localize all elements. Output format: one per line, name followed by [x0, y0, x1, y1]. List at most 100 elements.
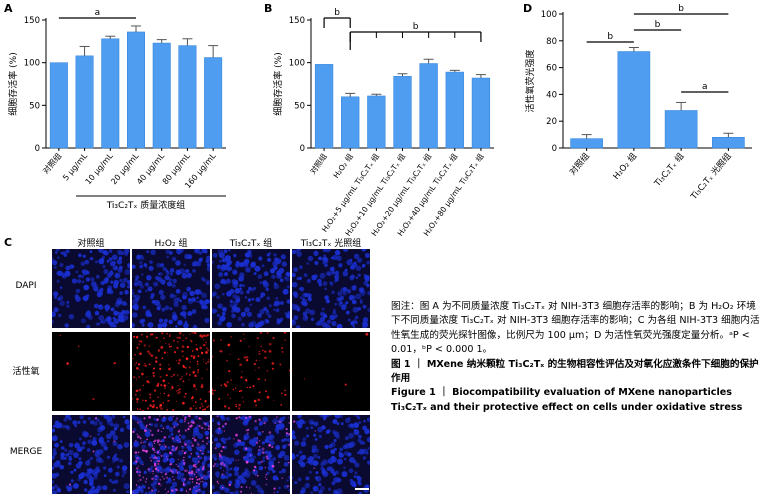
ros-signal [271, 464, 275, 468]
ros-signal [183, 395, 186, 398]
nucleus [285, 271, 290, 277]
ros-signal [184, 429, 187, 432]
ros-signal [194, 473, 196, 475]
ros-signal [135, 440, 137, 442]
ros-signal [253, 362, 256, 366]
nucleus [334, 447, 337, 451]
nucleus [176, 475, 182, 480]
ros-signal [199, 398, 202, 400]
nucleus [108, 249, 113, 253]
nucleus [156, 465, 162, 471]
nucleus [105, 308, 109, 312]
ros-signal [256, 474, 259, 477]
ros-signal [200, 426, 204, 430]
nucleus [318, 256, 322, 261]
nucleus [132, 298, 139, 305]
nucleus [310, 317, 315, 321]
ros-signal [263, 422, 266, 425]
micrograph-tile [132, 415, 210, 494]
ros-signal [202, 405, 204, 408]
ros-signal [92, 397, 95, 401]
nucleus [204, 456, 209, 461]
nucleus [228, 473, 232, 477]
nucleus [132, 264, 136, 269]
nucleus [89, 250, 93, 253]
nucleus [63, 417, 68, 422]
nucleus [85, 311, 92, 318]
nucleus [330, 455, 336, 461]
ros-signal [200, 351, 204, 355]
ros-signal [248, 415, 251, 418]
nucleus [103, 269, 109, 274]
nucleus [257, 313, 262, 318]
nucleus [156, 263, 161, 268]
ros-signal [149, 423, 151, 426]
ros-signal [180, 489, 183, 492]
nucleus [80, 318, 86, 324]
ros-signal [160, 440, 162, 443]
ros-signal [160, 484, 162, 487]
nucleus [107, 287, 112, 292]
ros-signal [150, 431, 152, 433]
ros-signal [206, 442, 208, 445]
nucleus [126, 424, 130, 430]
nucleus [106, 419, 113, 425]
ros-signal [157, 462, 160, 465]
ros-signal [155, 356, 158, 359]
significance-label: b [334, 8, 340, 18]
nucleus [366, 417, 370, 422]
nucleus [64, 448, 68, 452]
x-axis-title: Ti₃C₂Tₓ 质量浓度组 [106, 199, 186, 211]
ros-signal [152, 406, 154, 408]
nucleus [246, 311, 253, 317]
micrograph-row-label: DAPI [15, 281, 37, 291]
ros-signal [145, 450, 147, 453]
nucleus [222, 292, 225, 296]
nucleus [244, 468, 249, 473]
nucleus [212, 453, 217, 459]
nucleus [292, 249, 296, 255]
ros-signal [159, 403, 163, 407]
nucleus [181, 434, 186, 440]
nucleus [357, 273, 361, 277]
ros-signal [184, 416, 187, 419]
nucleus [103, 415, 110, 420]
nucleus [179, 249, 184, 253]
nucleus [305, 308, 311, 314]
nucleus [288, 475, 290, 479]
nucleus [75, 463, 82, 469]
ros-image [212, 332, 290, 411]
nucleus [307, 255, 314, 262]
ros-signal [165, 342, 167, 344]
nucleus [117, 268, 123, 273]
nucleus [103, 466, 107, 470]
nucleus [350, 264, 356, 270]
nucleus [113, 479, 119, 484]
ros-signal [195, 344, 197, 346]
ros-signal [135, 335, 139, 339]
nucleus [221, 264, 226, 270]
nucleus [306, 293, 312, 298]
ros-signal [257, 366, 260, 369]
nucleus [226, 259, 232, 266]
ros-signal [194, 463, 197, 466]
nucleus [154, 423, 159, 428]
nucleus [227, 268, 231, 272]
nucleus [183, 263, 186, 267]
nucleus [241, 415, 247, 421]
ros-signal [176, 439, 179, 442]
ros-signal [216, 480, 219, 483]
ros-signal [183, 442, 185, 444]
ros-signal [258, 440, 261, 442]
ros-signal [177, 423, 179, 425]
ros-signal [261, 447, 265, 451]
nucleus [265, 435, 269, 439]
ros-signal [89, 435, 92, 438]
nucleus [225, 471, 229, 476]
y-tick-label: 0 [552, 144, 557, 154]
ros-signal [178, 336, 181, 340]
ros-signal [203, 339, 205, 341]
nucleus [366, 283, 370, 288]
nucleus [206, 266, 210, 272]
nucleus [81, 430, 88, 437]
